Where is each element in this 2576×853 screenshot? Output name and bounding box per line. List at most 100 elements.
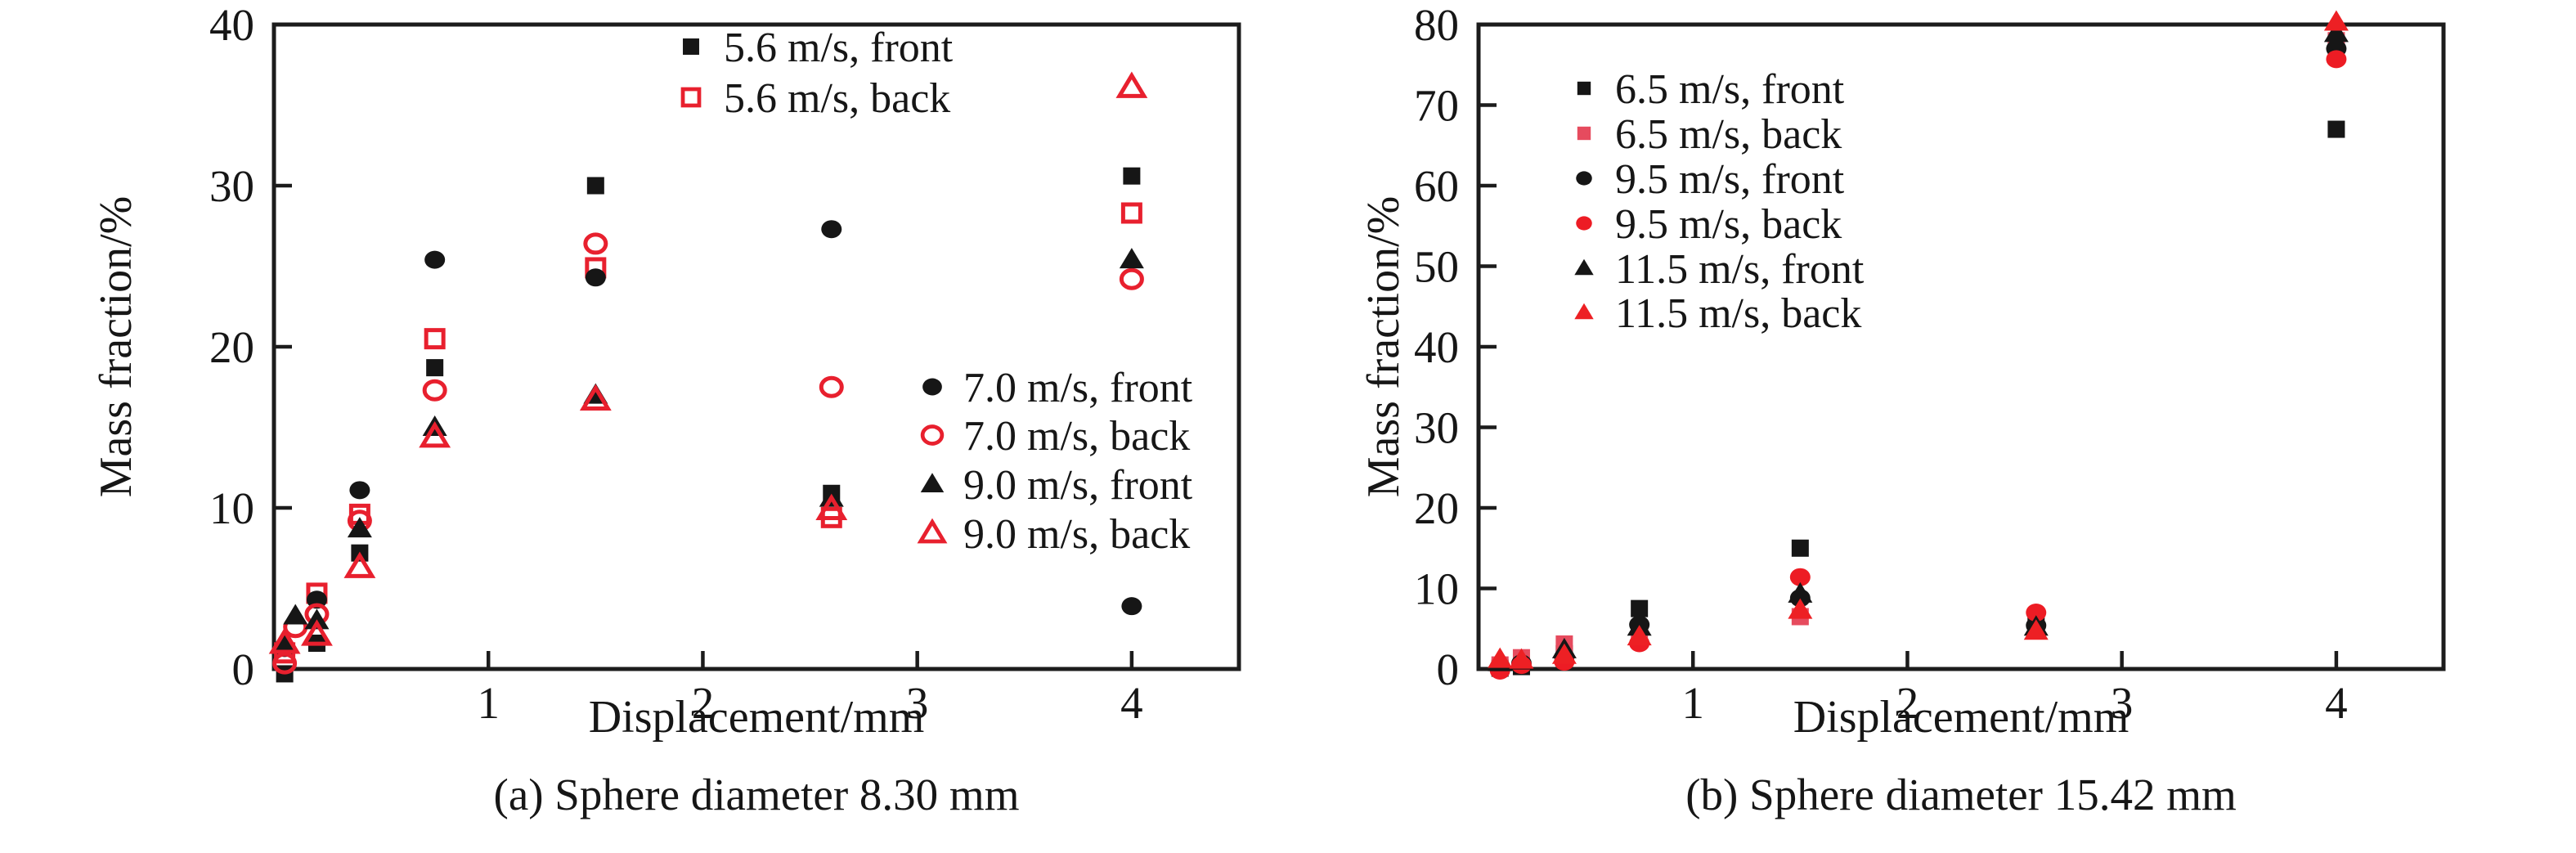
- legend-label: 5.6 m/s, back: [724, 75, 950, 122]
- data-point-marker: [819, 375, 844, 398]
- y-tick-label: 40: [1414, 322, 1459, 372]
- legend-item: 6.5 m/s, front: [1577, 66, 1845, 113]
- data-point-marker: [1631, 599, 1649, 617]
- legend-marker-icon: [920, 473, 945, 492]
- y-tick-label: 70: [1414, 81, 1459, 131]
- x-tick-label: 3: [2111, 678, 2134, 728]
- y-tick-label: 20: [1414, 483, 1459, 533]
- legend-marker-icon: [917, 518, 948, 544]
- data-point-marker: [586, 177, 604, 195]
- data-point-marker: [1788, 598, 1813, 619]
- data-point-marker: [424, 328, 446, 350]
- legend-marker-icon: [922, 378, 942, 396]
- data-point-marker: [1123, 167, 1141, 185]
- data-point-marker: [272, 652, 298, 675]
- y-tick-label: 50: [1414, 242, 1459, 292]
- legend-item: 9.5 m/s, back: [1576, 201, 1842, 248]
- data-point-marker: [1120, 202, 1142, 224]
- data-point-marker: [268, 627, 301, 654]
- legend-label: 5.6 m/s, front: [724, 25, 954, 71]
- data-point-marker: [1789, 568, 1811, 586]
- data-point-marker: [1115, 71, 1148, 98]
- legend-label: 6.5 m/s, back: [1615, 111, 1842, 158]
- data-point-marker: [426, 359, 444, 377]
- data-point-marker: [1509, 648, 1534, 669]
- legend-item: 9.5 m/s, front: [1576, 156, 1845, 203]
- data-point-marker: [2327, 120, 2345, 138]
- data-point-marker: [1488, 647, 1513, 668]
- legend-label: 7.0 m/s, front: [963, 365, 1193, 411]
- x-tick-label: 3: [906, 678, 929, 728]
- data-point-marker: [585, 268, 606, 287]
- data-point-marker: [1551, 643, 1577, 664]
- data-point-marker: [424, 250, 446, 269]
- legend-marker-icon: [1574, 258, 1594, 276]
- data-point-marker: [2323, 10, 2349, 31]
- legend-label: 6.5 m/s, front: [1615, 66, 1845, 113]
- y-tick-label: 0: [232, 644, 255, 694]
- chart-a-caption: (a) Sphere diameter 8.30 mm: [493, 770, 1020, 819]
- legend-label: 9.0 m/s, front: [963, 462, 1193, 509]
- legend-label: 7.0 m/s, back: [963, 413, 1190, 460]
- legend-item: 7.0 m/s, front: [922, 365, 1193, 411]
- legend-item: 11.5 m/s, back: [1574, 290, 1861, 337]
- y-tick-label: 10: [1414, 564, 1459, 614]
- data-point-marker: [422, 379, 447, 402]
- legend-marker-icon: [1577, 81, 1591, 96]
- x-tick-label: 2: [692, 678, 715, 728]
- y-tick-label: 30: [1414, 403, 1459, 453]
- chart-a-y-axis-label: Mass fraction/%: [91, 195, 141, 498]
- data-point-marker: [419, 420, 451, 448]
- legend-item: 7.0 m/s, back: [920, 413, 1190, 460]
- series-9-0-m-s-front: [272, 248, 1144, 653]
- chart-b-caption: (b) Sphere diameter 15.42 mm: [1685, 770, 2237, 819]
- legend-item: 5.6 m/s, back: [680, 75, 950, 122]
- legend-label: 11.5 m/s, back: [1615, 290, 1861, 337]
- data-point-marker: [1788, 581, 1813, 603]
- x-tick-label: 1: [477, 678, 500, 728]
- y-tick-label: 20: [209, 322, 254, 372]
- legend-label: 9.5 m/s, back: [1615, 201, 1842, 248]
- chart-b-y-axis-label: Mass fraction/%: [1358, 195, 1409, 498]
- data-point-marker: [1627, 625, 1652, 646]
- y-tick-label: 30: [209, 161, 254, 211]
- chart-b-x-axis-label: Displacement/mm: [1793, 692, 2129, 743]
- legend-marker-icon: [1574, 303, 1594, 320]
- data-point-marker: [1121, 597, 1142, 616]
- series-9-0-m-s-back: [268, 71, 1148, 654]
- legend-marker-icon: [1577, 126, 1591, 141]
- data-point-marker: [343, 551, 376, 578]
- legend-marker-icon: [1576, 216, 1592, 231]
- x-tick-label: 4: [1120, 678, 1143, 728]
- legend-item: 9.0 m/s, back: [917, 511, 1190, 558]
- y-tick-label: 80: [1414, 0, 1459, 50]
- series-11-5-m-s-back: [1488, 10, 2349, 669]
- data-point-marker: [579, 384, 612, 411]
- legend-item: 6.5 m/s, back: [1577, 111, 1842, 158]
- legend-item: 11.5 m/s, front: [1574, 246, 1865, 293]
- legend-label: 9.5 m/s, front: [1615, 156, 1845, 203]
- data-point-marker: [815, 493, 848, 520]
- y-tick-label: 0: [1437, 644, 1460, 694]
- legend-label: 11.5 m/s, front: [1615, 246, 1865, 293]
- data-point-marker: [2326, 50, 2347, 69]
- legend-marker-icon: [680, 87, 702, 108]
- data-point-marker: [1119, 248, 1144, 269]
- data-point-marker: [821, 220, 842, 239]
- legend-item: 5.6 m/s, front: [683, 25, 954, 71]
- x-tick-label: 4: [2325, 678, 2348, 728]
- data-point-marker: [272, 632, 298, 653]
- legend-item: 9.0 m/s, front: [920, 462, 1193, 509]
- data-point-marker: [2026, 604, 2047, 622]
- data-point-marker: [2323, 21, 2349, 43]
- x-tick-label: 2: [1896, 678, 1919, 728]
- data-point-marker: [301, 619, 333, 646]
- y-tick-label: 10: [209, 483, 254, 533]
- chart-a-x-axis-label: Displacement/mm: [588, 692, 925, 743]
- data-point-marker: [1791, 539, 1809, 557]
